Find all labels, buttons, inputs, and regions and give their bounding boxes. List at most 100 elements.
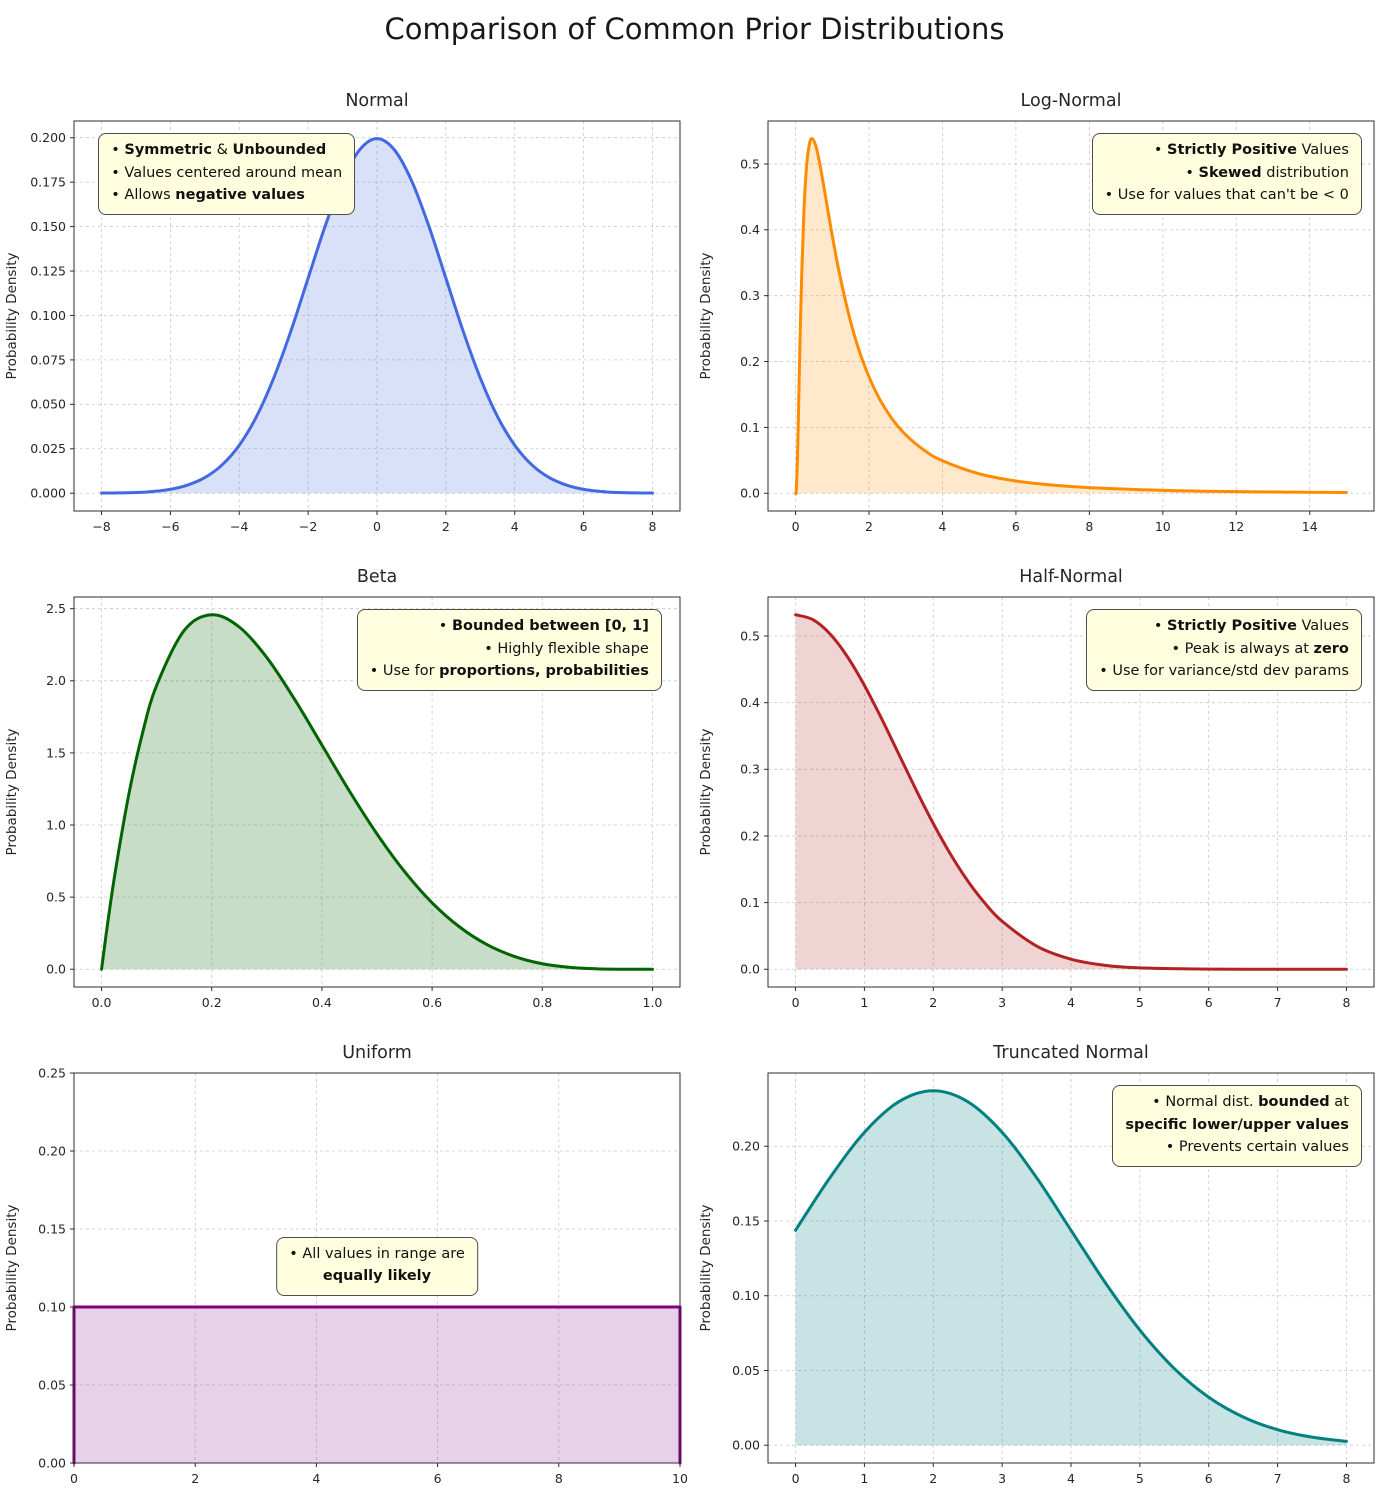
y-tick-label: 0.100 — [30, 308, 66, 323]
log-normal-curve — [794, 137, 1348, 496]
y-tick-label: 0.5 — [46, 890, 66, 905]
log-normal-annotation-box: • Strictly Positive Values • Skewed distr… — [1091, 133, 1362, 215]
y-tick-label: 0.15 — [732, 1213, 760, 1228]
normal-area — [101, 138, 653, 494]
y-tick-label: 0.10 — [732, 1288, 760, 1303]
normal-annotation-box: • Symmetric & Unbounded • Values centered… — [98, 133, 356, 215]
y-tick-label: 0.10 — [38, 1299, 66, 1314]
annotation-line: • Values centered around mean — [111, 164, 343, 181]
x-tick-label: 0.0 — [92, 995, 112, 1010]
x-axis-ticks: 0 2 4 6 8 10 — [70, 1463, 688, 1486]
y-tick-label: 0.4 — [740, 695, 760, 710]
x-tick-label: 0.8 — [532, 995, 552, 1010]
x-tick-label: 8 — [1342, 995, 1350, 1010]
annotation-line: • Bounded between [0, 1] — [438, 618, 649, 635]
y-tick-label: 0.20 — [38, 1143, 66, 1158]
x-tick-label: 4 — [938, 519, 946, 534]
annotation-line: • Skewed distribution — [1185, 164, 1349, 181]
y-tick-label: 0.4 — [740, 222, 760, 237]
y-axis-label: Probability Density — [4, 1205, 20, 1332]
half-normal-curve — [794, 613, 1348, 971]
y-tick-label: 0.5 — [740, 156, 760, 171]
figure-title: Comparison of Common Prior Distributions — [384, 12, 1005, 46]
y-tick-label: 1.0 — [46, 817, 66, 832]
x-tick-label: 5 — [1136, 1471, 1144, 1486]
y-tick-label: 0.15 — [38, 1221, 66, 1236]
y-tick-label: 0.050 — [30, 397, 66, 412]
x-tick-label: 5 — [1136, 995, 1144, 1010]
x-tick-label: 8 — [1342, 1471, 1350, 1486]
annotation-line: • Prevents certain values — [1165, 1139, 1349, 1156]
x-axis-ticks: 0.0 0.2 0.4 0.6 0.8 1.0 — [92, 987, 662, 1010]
x-tick-label: 1 — [860, 1471, 868, 1486]
y-tick-label: 0.05 — [732, 1363, 760, 1378]
beta-area — [101, 614, 653, 970]
annotation-line: • Symmetric & Unbounded — [111, 142, 327, 159]
x-tick-label: 0.4 — [312, 995, 332, 1010]
subplot-grid: −8 −6 −4 −2 0 2 4 6 8 0.000 0.025 0.050 0.075 0.100 0.… — [0, 77, 1389, 1505]
y-tick-label: 0.025 — [30, 441, 66, 456]
annotation-line: • Use for proportions, probabilities — [369, 663, 649, 680]
annotation-line: • All values in range are — [289, 1245, 465, 1262]
subplot-truncated-normal: 0 1 2 3 4 5 6 7 8 0.00 0.05 0.10 0.15 0.20 Truncated N… — [694, 1029, 1388, 1505]
x-tick-label: 1 — [860, 995, 868, 1010]
log-normal-title: Log-Normal — [1021, 91, 1122, 111]
y-tick-label: 0.150 — [30, 219, 66, 234]
x-tick-label: 6 — [1012, 519, 1020, 534]
x-tick-label: 7 — [1274, 995, 1282, 1010]
log-normal-area — [795, 138, 1347, 494]
beta-curve — [100, 613, 654, 971]
y-tick-label: 0.2 — [740, 354, 760, 369]
annotation-line: specific lower/upper values — [1125, 1116, 1349, 1133]
normal-title: Normal — [345, 91, 408, 111]
normal-curve — [100, 137, 654, 495]
y-tick-label: 1.5 — [46, 745, 66, 760]
annotation-line: • Strictly Positive Values — [1153, 618, 1349, 635]
x-axis-ticks: 0 2 4 6 8 10 12 14 — [792, 511, 1318, 534]
y-tick-label: 0.1 — [740, 420, 760, 435]
x-tick-label: −8 — [92, 519, 110, 534]
x-tick-label: 6 — [580, 519, 588, 534]
uniform-area — [74, 1307, 680, 1463]
x-tick-label: 6 — [1205, 995, 1213, 1010]
uniform-chart: 0 2 4 6 8 10 0.00 0.05 0.10 0.15 0.20 0.25 Uniform Pr… — [4, 1043, 688, 1486]
y-axis-label: Probability Density — [698, 253, 714, 380]
y-tick-label: 0.00 — [38, 1455, 66, 1470]
x-tick-label: 0.2 — [202, 995, 222, 1010]
half-normal-annotation-box: • Strictly Positive Values • Peak is alwa… — [1086, 609, 1362, 691]
x-tick-label: 3 — [998, 995, 1006, 1010]
annotation-line: • Highly flexible shape — [484, 640, 649, 657]
y-tick-label: 0.0 — [740, 486, 760, 501]
y-tick-label: 0.125 — [30, 263, 66, 278]
x-tick-label: 6 — [434, 1471, 442, 1486]
y-tick-label: 0.2 — [740, 828, 760, 843]
x-tick-label: −6 — [161, 519, 179, 534]
axes-frame — [73, 1072, 681, 1464]
y-axis-ticks: 0.000 0.025 0.050 0.075 0.100 0.125 0.150 0.175… — [30, 130, 74, 501]
x-tick-label: 0 — [792, 1471, 800, 1486]
x-tick-label: 14 — [1302, 519, 1318, 534]
x-tick-label: 8 — [648, 519, 656, 534]
y-axis-ticks: 0.00 0.05 0.10 0.15 0.20 — [732, 1139, 768, 1453]
y-tick-label: 0.0 — [740, 962, 760, 977]
annotation-line: • Normal dist. bounded at — [1152, 1094, 1349, 1111]
log-normal-chart: 0 2 4 6 8 10 12 14 0.0 0.1 0.2 0.3 0.4 0.5 Log-Normal P… — [698, 91, 1375, 534]
y-tick-label: 0.000 — [30, 486, 66, 501]
x-tick-label: 0 — [373, 519, 381, 534]
x-tick-label: −2 — [299, 519, 317, 534]
y-tick-label: 0.3 — [740, 762, 760, 777]
x-tick-label: 6 — [1205, 1471, 1213, 1486]
x-tick-label: −4 — [230, 519, 248, 534]
x-tick-label: 2 — [191, 1471, 199, 1486]
beta-chart: 0.0 0.2 0.4 0.6 0.8 1.0 0.0 0.5 1.0 1.5 2.0 2.5 Beta… — [4, 567, 681, 1010]
annotation-line: • Allows negative values — [111, 187, 305, 204]
x-axis-ticks: 0 1 2 3 4 5 6 7 8 — [792, 1463, 1350, 1486]
y-tick-label: 2.5 — [46, 601, 66, 616]
truncated-normal-area — [795, 1090, 1347, 1446]
x-tick-label: 8 — [1085, 519, 1093, 534]
x-tick-label: 4 — [1067, 995, 1075, 1010]
subplot-normal: −8 −6 −4 −2 0 2 4 6 8 0.000 0.025 0.050 0.075 0.100 0.… — [0, 77, 694, 553]
x-axis-ticks: −8 −6 −4 −2 0 2 4 6 8 — [92, 511, 656, 534]
annotation-line: • Use for variance/std dev params — [1099, 663, 1349, 680]
